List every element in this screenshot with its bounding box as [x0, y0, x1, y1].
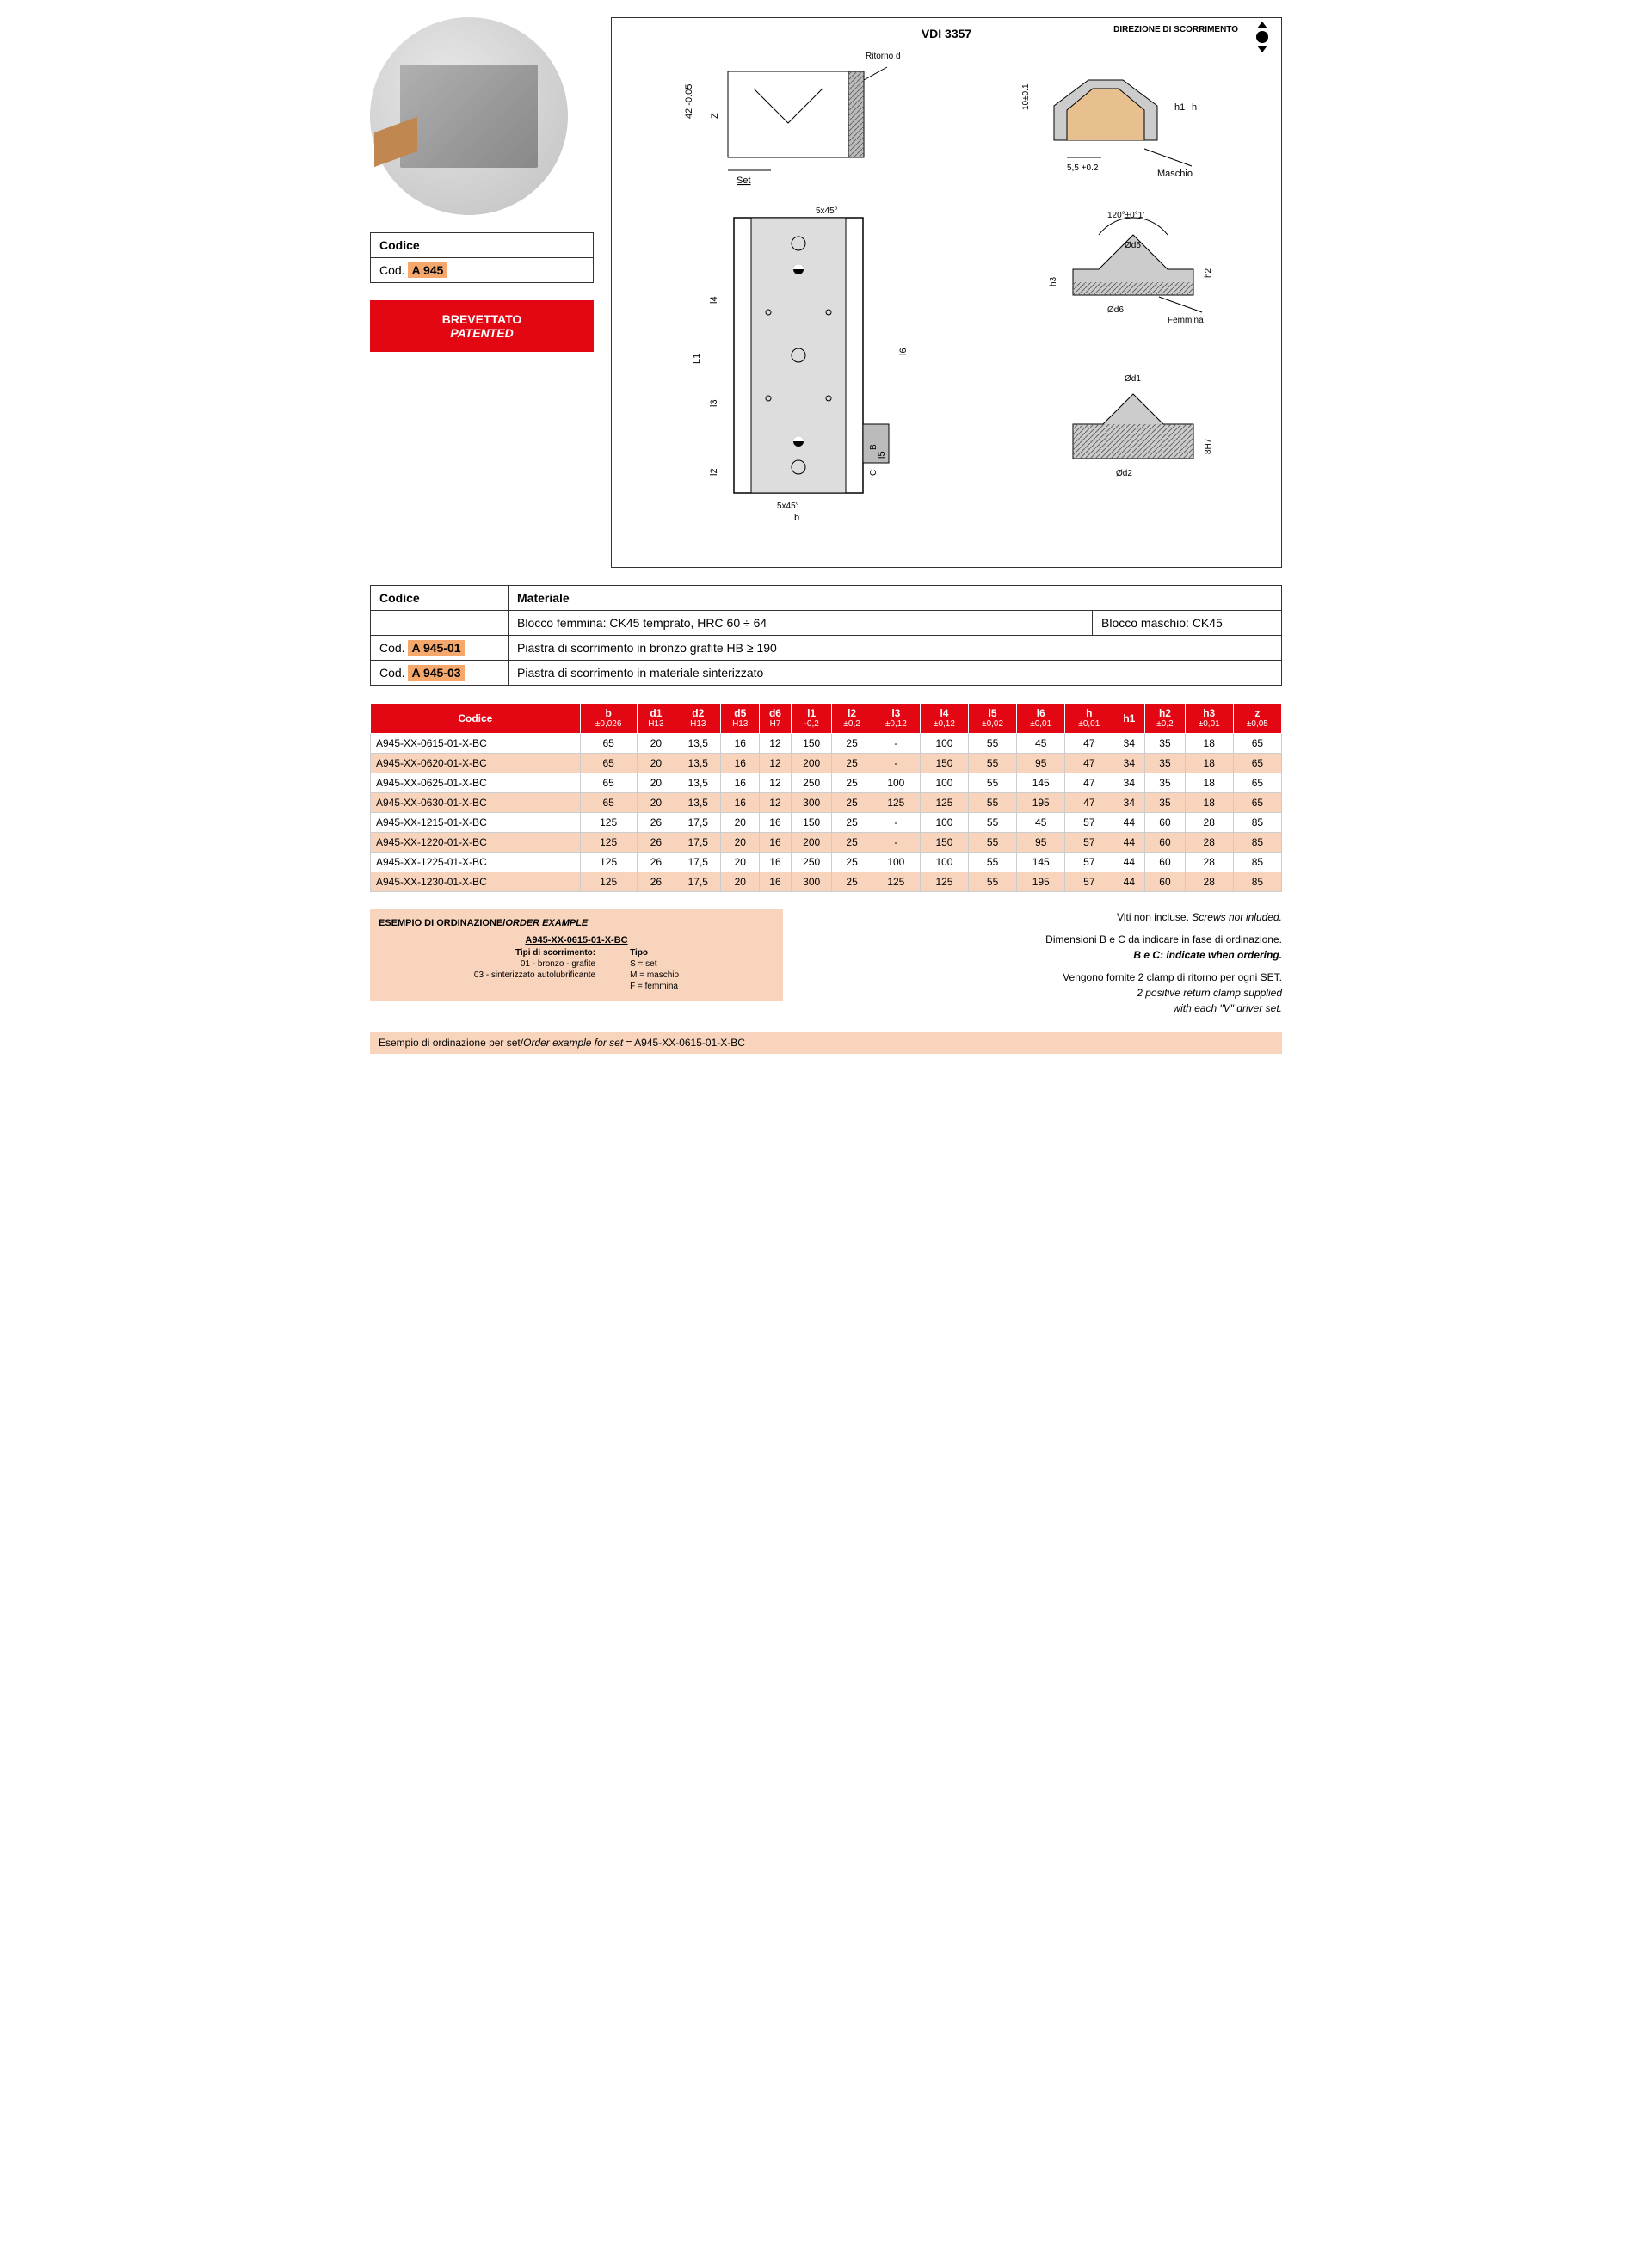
dimensions-table: Codiceb±0,026d1H13d2H13d5H13d6H7l1-0,2l2… [370, 703, 1282, 892]
mat-row2-code-cell: Cod. A 945-03 [371, 661, 509, 686]
col-header: h±0,01 [1065, 704, 1113, 734]
drawing-section-female: Ritorno di sicurezza 42 -0.05 Z Set [676, 46, 900, 192]
patented-badge: BREVETTATO PATENTED [370, 300, 594, 352]
svg-text:5,5 +0.2: 5,5 +0.2 [1067, 163, 1099, 173]
table-row: A945-XX-0625-01-X-BC652013,5161225025100… [371, 773, 1282, 793]
drawing-plan-view: 5x45° 5x45° L1 l4 l3 l2 l6 l5 B C b [665, 200, 940, 527]
svg-text:Ritorno di sicurezza: Ritorno di sicurezza [866, 52, 900, 61]
svg-text:h: h [1192, 102, 1197, 113]
example-set-line: Esempio di ordinazione per set/Order exa… [370, 1032, 1282, 1054]
table-row: A945-XX-1225-01-X-BC1252617,520162502510… [371, 853, 1282, 872]
svg-text:l4: l4 [709, 296, 719, 304]
col-header: h2±0,2 [1145, 704, 1185, 734]
col-header: l4±0,12 [920, 704, 968, 734]
svg-text:l5: l5 [877, 451, 887, 459]
svg-text:Z: Z [710, 113, 720, 119]
patented-en: PATENTED [377, 326, 587, 340]
svg-text:b: b [794, 513, 799, 523]
table-row: A945-XX-0630-01-X-BC652013,5161230025125… [371, 793, 1282, 813]
order-code: A945-XX-0615-01-X-BC [379, 935, 774, 945]
main-code: A 945 [408, 262, 447, 278]
code-box: Codice Cod. A 945 [370, 232, 594, 283]
svg-text:h1: h1 [1174, 102, 1185, 113]
code-header: Codice [371, 233, 593, 258]
col-header: Codice [371, 704, 581, 734]
col-header: d5H13 [721, 704, 760, 734]
svg-text:Ød1: Ød1 [1125, 374, 1141, 384]
svg-text:Maschio: Maschio [1157, 169, 1193, 179]
col-header: l1-0,2 [791, 704, 831, 734]
mat-empty [371, 611, 509, 636]
mat-row1-code-cell: Cod. A 945-01 [371, 636, 509, 661]
mat-blocco-maschio: Blocco maschio: CK45 [1093, 611, 1282, 636]
col-header: l6±0,01 [1017, 704, 1065, 734]
col-header: l2±0,2 [832, 704, 872, 734]
col-header: z±0,05 [1233, 704, 1281, 734]
col-header: d2H13 [675, 704, 721, 734]
svg-text:h3: h3 [1049, 276, 1058, 286]
svg-text:l3: l3 [709, 399, 719, 407]
svg-text:42 -0.05: 42 -0.05 [684, 84, 694, 119]
drawing-male-block: 10±0.1 h h1 5,5 +0.2 Maschio [1020, 46, 1217, 192]
svg-text:l6: l6 [898, 348, 909, 355]
svg-text:h2: h2 [1204, 268, 1213, 278]
svg-text:Ød2: Ød2 [1116, 469, 1132, 478]
svg-text:Ød6: Ød6 [1107, 305, 1124, 315]
order-title-en: ORDER EXAMPLE [505, 918, 588, 928]
table-row: A945-XX-0620-01-X-BC652013,5161220025-15… [371, 754, 1282, 773]
svg-text:Femmina: Femmina [1168, 316, 1204, 325]
col-header: d1H13 [637, 704, 675, 734]
order-example-box: ESEMPIO DI ORDINAZIONE/ORDER EXAMPLE A94… [370, 909, 783, 1001]
svg-text:120°±0°1': 120°±0°1' [1107, 211, 1144, 220]
table-row: A945-XX-1230-01-X-BC1252617,520163002512… [371, 872, 1282, 892]
svg-text:10±0.1: 10±0.1 [1021, 83, 1031, 110]
mat-hdr-materiale: Materiale [509, 586, 1282, 611]
svg-text:5x45°: 5x45° [777, 502, 799, 511]
svg-text:L1: L1 [692, 354, 702, 364]
material-table: Codice Materiale Blocco femmina: CK45 te… [370, 585, 1282, 686]
product-render [400, 65, 538, 168]
table-row: A945-XX-1220-01-X-BC1252617,5201620025-1… [371, 833, 1282, 853]
svg-text:8H7: 8H7 [1204, 438, 1213, 454]
col-header: h1 [1113, 704, 1145, 734]
col-header: b±0,026 [580, 704, 637, 734]
svg-text:Ød5: Ød5 [1125, 241, 1141, 250]
col-header: d6H7 [760, 704, 792, 734]
technical-drawing-panel: VDI 3357 DIREZIONE DI SCORRIMENTO Ritorn… [611, 17, 1282, 568]
patented-it: BREVETTATO [377, 312, 587, 326]
svg-text:Set: Set [737, 176, 751, 186]
table-row: A945-XX-0615-01-X-BC652013,5161215025-10… [371, 734, 1282, 754]
product-image-circle [370, 17, 568, 215]
direction-label: DIREZIONE DI SCORRIMENTO [1113, 25, 1238, 34]
svg-text:l2: l2 [709, 468, 719, 476]
direction-icon [1254, 22, 1271, 55]
mat-hdr-codice: Codice [371, 586, 509, 611]
svg-text:5x45°: 5x45° [816, 206, 838, 216]
order-title-it: ESEMPIO DI ORDINAZIONE [379, 918, 502, 928]
mat-blocco-femmina: Blocco femmina: CK45 temprato, HRC 60 ÷ … [509, 611, 1093, 636]
notes-block: Viti non incluse. Screws not inluded. Di… [809, 909, 1282, 1023]
code-body: Cod. A 945 [371, 258, 593, 282]
svg-text:B: B [869, 444, 878, 450]
col-header: l3±0,12 [872, 704, 920, 734]
mat-row1-desc: Piastra di scorrimento in bronzo grafite… [509, 636, 1282, 661]
svg-text:C: C [869, 470, 878, 476]
col-header: h3±0,01 [1185, 704, 1233, 734]
table-row: A945-XX-1215-01-X-BC1252617,5201615025-1… [371, 813, 1282, 833]
col-header: l5±0,02 [969, 704, 1017, 734]
mat-row2-desc: Piastra di scorrimento in materiale sint… [509, 661, 1282, 686]
cod-prefix: Cod. [379, 263, 405, 277]
drawing-detail-views: 120°±0°1' Ød5 h2 h3 Ød6 Femmina Ød1 Ød2 … [1039, 200, 1228, 527]
